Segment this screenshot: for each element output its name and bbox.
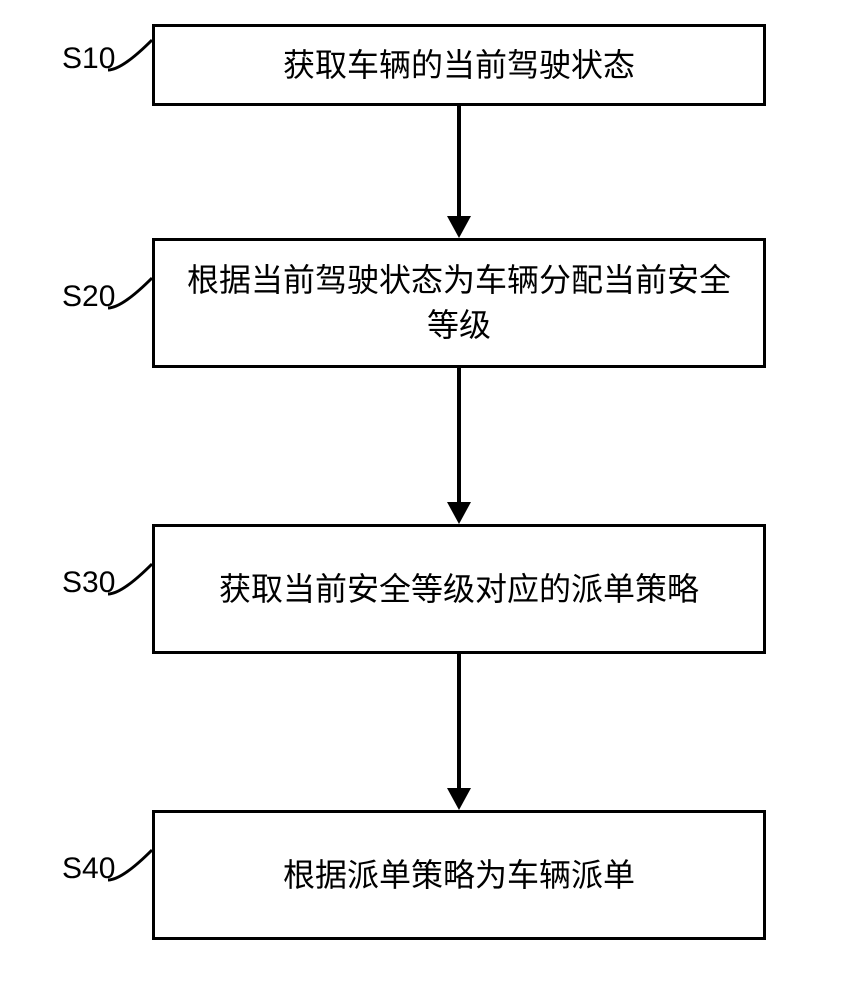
connector-2-line [457, 368, 461, 502]
step-s10-box: 获取车辆的当前驾驶状态 [152, 24, 766, 106]
step-s40-connector [102, 846, 156, 886]
step-s40-box: 根据派单策略为车辆派单 [152, 810, 766, 940]
step-s40-text: 根据派单策略为车辆派单 [283, 853, 635, 898]
step-s20-text: 根据当前驾驶状态为车辆分配当前安全等级 [175, 258, 743, 348]
flowchart-container: 获取车辆的当前驾驶状态 S10 根据当前驾驶状态为车辆分配当前安全等级 S20 … [0, 0, 846, 1000]
connector-1-arrow [447, 216, 471, 238]
connector-3-arrow [447, 788, 471, 810]
connector-2-arrow [447, 502, 471, 524]
step-s30-connector [102, 560, 156, 600]
step-s20-connector [102, 274, 156, 314]
connector-1-line [457, 106, 461, 216]
step-s30-text: 获取当前安全等级对应的派单策略 [219, 567, 699, 612]
step-s20-box: 根据当前驾驶状态为车辆分配当前安全等级 [152, 238, 766, 368]
step-s30-box: 获取当前安全等级对应的派单策略 [152, 524, 766, 654]
step-s10-connector [102, 36, 156, 76]
step-s10-text: 获取车辆的当前驾驶状态 [283, 43, 635, 88]
connector-3-line [457, 654, 461, 788]
